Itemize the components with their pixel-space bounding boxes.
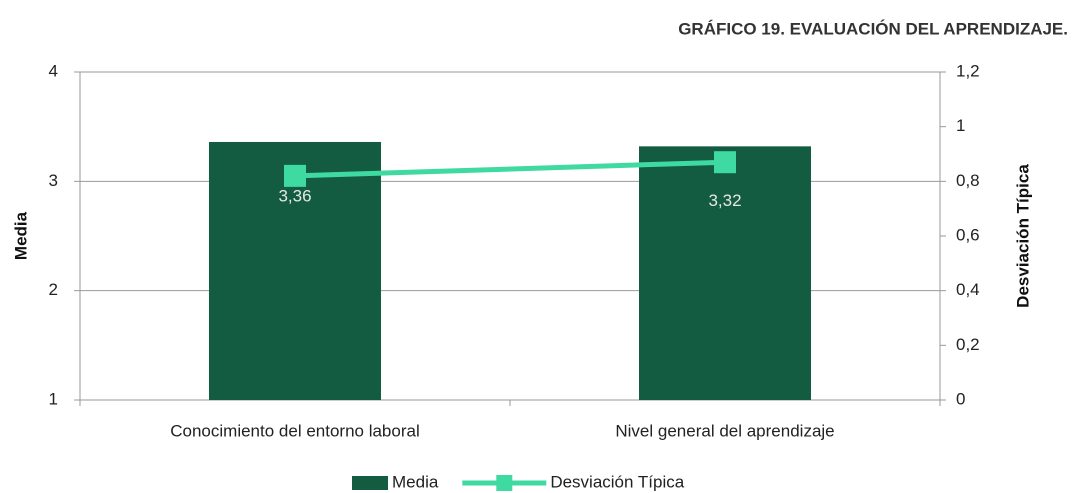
y2-tick-label: 1	[956, 116, 965, 135]
legend-label: Desviación Típica	[550, 472, 684, 491]
data-label: 3,32	[708, 191, 741, 210]
y-tick-label: 2	[49, 280, 58, 299]
y2-tick-label: 1,2	[956, 61, 980, 80]
line	[294, 159, 726, 179]
y-tick-label: 4	[49, 61, 58, 80]
y2-axis-label: Desviación Típica	[1013, 164, 1032, 308]
y-tick-label: 1	[49, 389, 58, 408]
y2-tick-label: 0,4	[956, 280, 980, 299]
y2-tick-label: 0	[956, 389, 965, 408]
legend-label: Media	[392, 472, 439, 491]
y2-tick-label: 0,2	[956, 335, 980, 354]
y2-tick-label: 0,8	[956, 171, 980, 190]
line-marker	[284, 164, 306, 187]
y-tick-label: 3	[49, 171, 58, 190]
line-marker	[714, 151, 736, 174]
x-tick-label: Nivel general del aprendizaje	[615, 421, 834, 440]
data-label: 3,36	[278, 186, 311, 205]
x-tick-label: Conocimiento del entorno laboral	[170, 421, 420, 440]
legend-swatch	[496, 475, 513, 491]
y2-tick-label: 0,6	[956, 225, 980, 244]
bar	[639, 146, 811, 400]
chart-title: GRÁFICO 19. EVALUACIÓN DEL APRENDIZAJE.	[678, 19, 1068, 38]
legend-swatch	[352, 476, 388, 490]
y-axis-label: Media	[11, 211, 30, 260]
